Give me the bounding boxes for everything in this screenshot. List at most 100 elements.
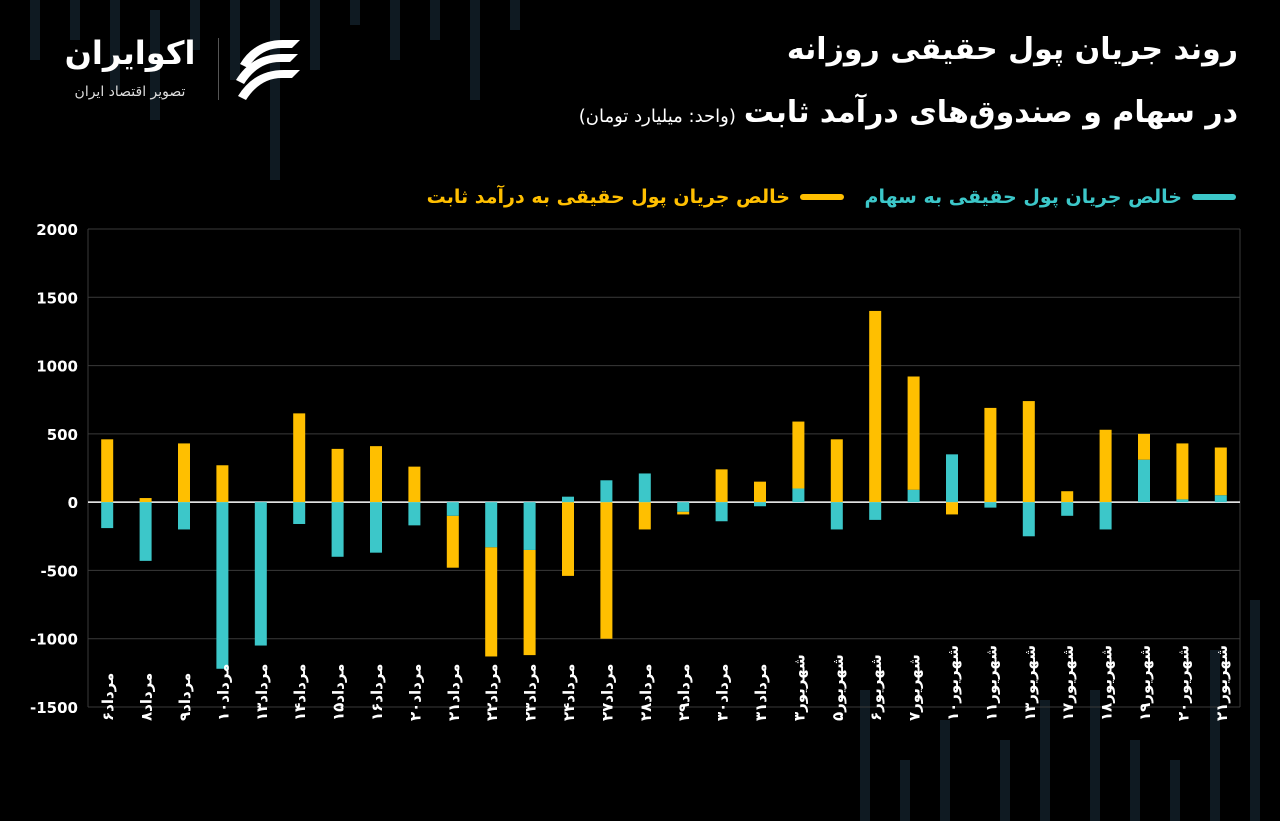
- legend-swatch-stocks: [1192, 194, 1236, 200]
- background-candle: [860, 690, 870, 821]
- chart-subtitle-text: در سهام و صندوق‌های درآمد ثابت: [743, 95, 1238, 130]
- x-tick-label: مرداد۱۶: [368, 664, 386, 721]
- bar-stocks: [754, 502, 766, 507]
- bar-stocks: [254, 502, 267, 646]
- bar-fixed-income: [600, 502, 613, 639]
- background-candle: [510, 0, 520, 30]
- bar-fixed-income: [754, 481, 766, 503]
- background-candle: [310, 0, 320, 70]
- x-tick-label: شهریور۱۹: [1136, 645, 1154, 721]
- bar-fixed-income: [715, 469, 728, 503]
- x-tick-label: مرداد۱۳: [253, 664, 271, 721]
- bar-fixed-income: [907, 376, 920, 490]
- bar-stocks: [984, 502, 997, 508]
- bar-stocks: [331, 502, 344, 557]
- x-tick-label: مرداد۱۴: [291, 664, 309, 721]
- bar-fixed-income: [946, 502, 958, 515]
- bar-stocks: [523, 502, 536, 550]
- background-candle: [1210, 650, 1220, 821]
- y-tick-label: 2000: [36, 221, 78, 239]
- bar-stocks: [139, 502, 152, 561]
- background-candle: [190, 0, 200, 50]
- bar-fixed-income: [446, 515, 459, 568]
- bar-stocks: [1061, 502, 1074, 516]
- x-tick-label: مرداد۱۵: [330, 664, 348, 721]
- bar-fixed-income: [677, 511, 690, 515]
- bar-fixed-income: [1214, 447, 1227, 496]
- bar-fixed-income: [178, 443, 190, 503]
- legend-item-fixed-income: خالص جریان پول حقیقی به درآمد ثابت: [427, 186, 844, 208]
- x-tick-label: شهریور۲۰: [1174, 645, 1192, 721]
- bar-stocks: [178, 502, 190, 530]
- x-tick-label: مرداد۶: [99, 673, 117, 721]
- x-tick-label: مرداد۹: [176, 673, 194, 721]
- background-candle: [1090, 690, 1100, 821]
- x-tick-label: شهریور۵: [829, 654, 847, 721]
- background-candle: [270, 0, 280, 180]
- bar-stocks: [907, 489, 920, 503]
- bar-stocks: [1214, 495, 1227, 503]
- bar-fixed-income: [1022, 401, 1035, 503]
- bar-stocks: [946, 454, 958, 503]
- x-tick-label: مرداد۲۳: [522, 664, 540, 721]
- bar-fixed-income: [562, 502, 574, 576]
- bar-stocks: [1138, 459, 1150, 503]
- bar-fixed-income: [830, 439, 843, 503]
- x-tick-label: شهریور۷: [906, 654, 924, 721]
- background-candle: [1130, 740, 1140, 821]
- x-tick-label: مرداد۳۱: [752, 664, 770, 721]
- bar-stocks: [792, 488, 805, 503]
- background-candle: [1250, 600, 1260, 821]
- y-tick-label: -1000: [30, 631, 78, 649]
- bar-stocks: [638, 473, 651, 503]
- bar-stocks: [485, 502, 498, 548]
- bar-stocks: [408, 502, 421, 526]
- x-tick-label: مرداد۲۷: [598, 664, 616, 721]
- legend-label-fixed-income: خالص جریان پول حقیقی به درآمد ثابت: [426, 186, 790, 208]
- bar-stocks: [600, 480, 613, 503]
- y-tick-label: 0: [68, 494, 78, 512]
- logo-divider: [218, 38, 219, 100]
- bar-fixed-income: [869, 310, 882, 503]
- bar-stocks: [216, 502, 229, 669]
- bar-stocks: [101, 502, 114, 529]
- y-tick-label: -1500: [30, 699, 78, 717]
- bar-fixed-income: [139, 498, 152, 503]
- y-tick-label: 500: [47, 426, 78, 444]
- bar-stocks: [1176, 499, 1189, 503]
- bar-fixed-income: [792, 421, 805, 489]
- x-tick-label: مرداد۲۴: [560, 664, 578, 721]
- x-tick-label: مرداد۲۱: [445, 664, 463, 721]
- bar-fixed-income: [408, 466, 421, 503]
- x-tick-label: مرداد۸: [138, 673, 156, 721]
- y-tick-label: 1000: [36, 358, 78, 376]
- x-tick-label: شهریور۱۱: [982, 645, 1000, 721]
- bar-fixed-income: [1099, 429, 1112, 503]
- y-tick-label: 1500: [36, 289, 78, 307]
- bar-stocks: [293, 502, 306, 524]
- background-candle: [470, 0, 480, 100]
- bar-fixed-income: [1176, 443, 1189, 500]
- bar-fixed-income: [1061, 491, 1074, 503]
- x-tick-label: شهریور۳: [790, 654, 808, 721]
- y-tick-label: -500: [40, 562, 78, 580]
- bar-fixed-income: [293, 413, 306, 503]
- background-candle: [1170, 760, 1180, 821]
- bar-stocks: [830, 502, 843, 530]
- logo-tagline: تصویر اقتصاد ایران: [74, 84, 186, 100]
- chart-title: روند جریان پول حقیقی روزانه: [786, 32, 1238, 67]
- x-tick-label: شهریور۱۰: [944, 645, 962, 721]
- background-candle: [110, 0, 120, 90]
- bar-stocks: [446, 502, 459, 516]
- background-candle: [350, 0, 360, 25]
- background-candle: [430, 0, 440, 40]
- x-tick-label: مرداد۲۹: [675, 664, 693, 721]
- legend-label-stocks: خالص جریان پول حقیقی به سهام: [864, 186, 1182, 208]
- logo-mark-icon: [236, 39, 300, 100]
- x-tick-label: مرداد۱۰: [214, 664, 232, 721]
- bar-fixed-income: [485, 547, 498, 657]
- bar-stocks: [1099, 502, 1112, 530]
- logo-name: اکوایران: [64, 34, 196, 72]
- x-tick-label: مرداد۲۰: [406, 664, 424, 721]
